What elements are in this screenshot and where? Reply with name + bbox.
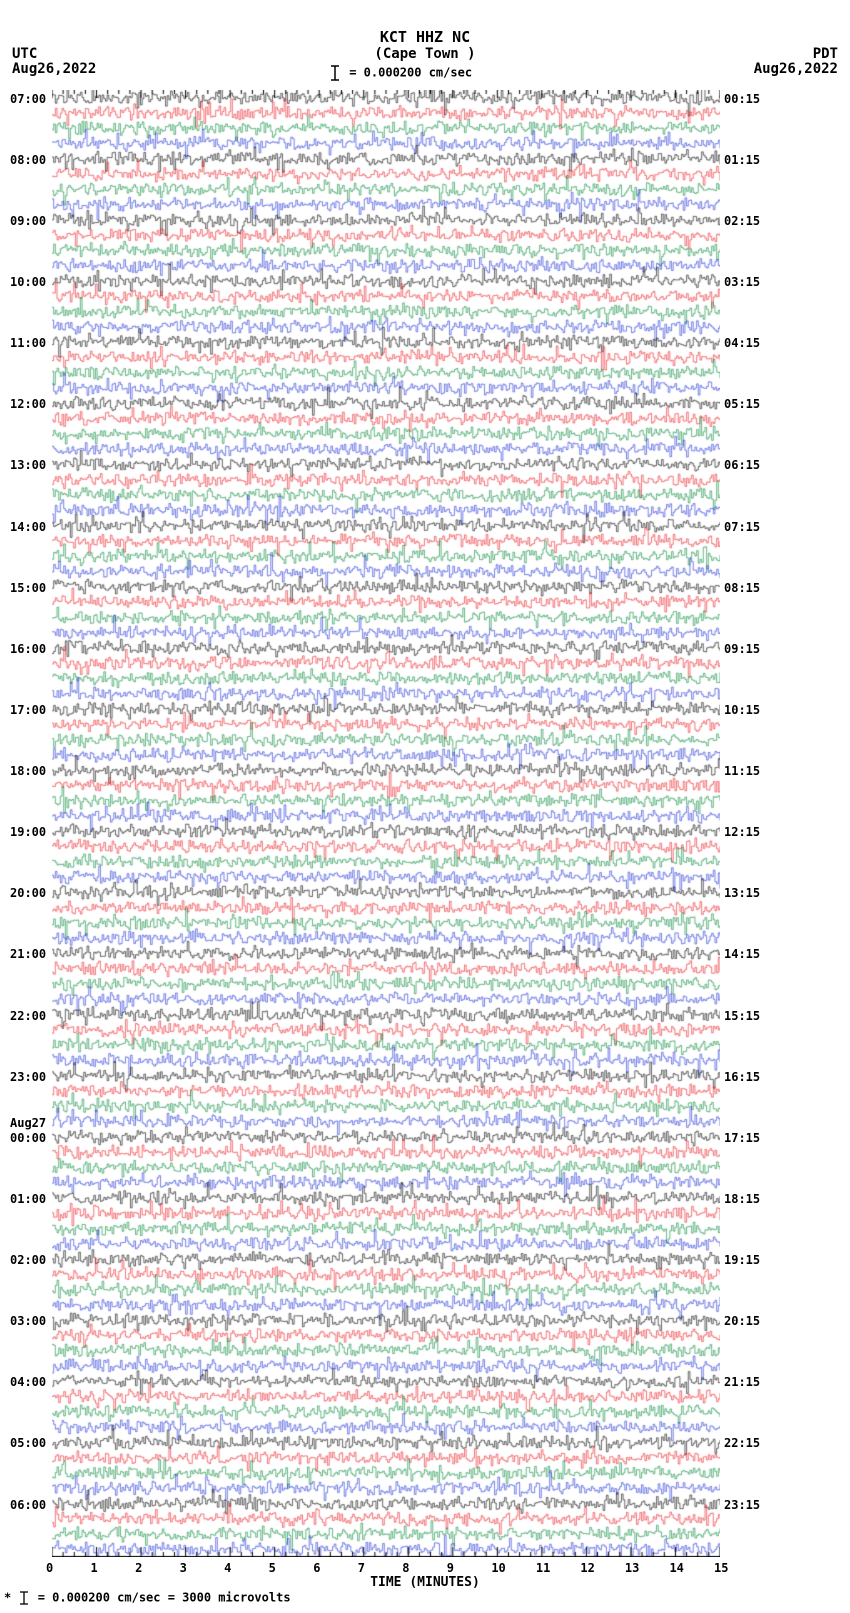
y-right-time: 14:15 bbox=[724, 947, 760, 961]
y-left-time: 10:00 bbox=[10, 275, 46, 289]
station-location: (Cape Town ) bbox=[0, 47, 850, 61]
x-tick: 6 bbox=[313, 1561, 320, 1575]
y-right-time: 19:15 bbox=[724, 1253, 760, 1267]
y-left-time: 23:00 bbox=[10, 1070, 46, 1084]
x-tick: 11 bbox=[536, 1561, 550, 1575]
y-right-time: 03:15 bbox=[724, 275, 760, 289]
x-tick: 2 bbox=[135, 1561, 142, 1575]
y-left-time: 15:00 bbox=[10, 581, 46, 595]
y-right-time: 02:15 bbox=[724, 214, 760, 228]
x-axis-label: TIME (MINUTES) bbox=[0, 1575, 850, 1590]
y-left-time: 00:00 bbox=[10, 1131, 46, 1145]
y-right-time: 17:15 bbox=[724, 1131, 760, 1145]
y-left-time: 13:00 bbox=[10, 458, 46, 472]
tz-left-label: UTC bbox=[12, 47, 37, 61]
y-left-time: 12:00 bbox=[10, 397, 46, 411]
y-left-time: 08:00 bbox=[10, 153, 46, 167]
y-right-time: 15:15 bbox=[724, 1009, 760, 1023]
y-right-time: 01:15 bbox=[724, 153, 760, 167]
x-tick: 0 bbox=[46, 1561, 53, 1575]
footer-scale: * = 0.000200 cm/sec = 3000 microvolts bbox=[4, 1591, 291, 1605]
tz-right-date: Aug26,2022 bbox=[754, 62, 838, 76]
y-right-time: 23:15 bbox=[724, 1498, 760, 1512]
y-right-time: 00:15 bbox=[724, 92, 760, 106]
y-right-time: 06:15 bbox=[724, 458, 760, 472]
footer-text: = 0.000200 cm/sec = 3000 microvolts bbox=[38, 1591, 291, 1605]
scale-bar: = 0.000200 cm/sec bbox=[328, 65, 472, 81]
y-left-time: 22:00 bbox=[10, 1009, 46, 1023]
y-left-time: 09:00 bbox=[10, 214, 46, 228]
y-left-time: 14:00 bbox=[10, 520, 46, 534]
tz-right-label: PDT bbox=[813, 47, 838, 61]
y-right-time: 12:15 bbox=[724, 825, 760, 839]
x-tick: 1 bbox=[91, 1561, 98, 1575]
y-right-time: 11:15 bbox=[724, 764, 760, 778]
x-tick: 12 bbox=[580, 1561, 594, 1575]
y-left-time: 21:00 bbox=[10, 947, 46, 961]
x-tick: 7 bbox=[358, 1561, 365, 1575]
x-tick: 3 bbox=[180, 1561, 187, 1575]
y-right-time: 20:15 bbox=[724, 1314, 760, 1328]
helicorder-plot bbox=[52, 90, 720, 1557]
y-right-time: 18:15 bbox=[724, 1192, 760, 1206]
y-right-time: 08:15 bbox=[724, 581, 760, 595]
y-right-time: 07:15 bbox=[724, 520, 760, 534]
y-left-time: 16:00 bbox=[10, 642, 46, 656]
x-tick: 10 bbox=[491, 1561, 505, 1575]
y-right-time: 16:15 bbox=[724, 1070, 760, 1084]
x-tick: 4 bbox=[224, 1561, 231, 1575]
y-left-time: 06:00 bbox=[10, 1498, 46, 1512]
y-right-time: 13:15 bbox=[724, 886, 760, 900]
tz-left-date: Aug26,2022 bbox=[12, 62, 96, 76]
x-tick: 8 bbox=[402, 1561, 409, 1575]
y-right-time: 21:15 bbox=[724, 1375, 760, 1389]
x-tick: 9 bbox=[447, 1561, 454, 1575]
y-left-time: 03:00 bbox=[10, 1314, 46, 1328]
y-left-time: 07:00 bbox=[10, 92, 46, 106]
y-left-time: 11:00 bbox=[10, 336, 46, 350]
x-tick: 15 bbox=[714, 1561, 728, 1575]
y-right-time: 09:15 bbox=[724, 642, 760, 656]
x-tick: 14 bbox=[669, 1561, 683, 1575]
y-right-time: 05:15 bbox=[724, 397, 760, 411]
y-left-time: 18:00 bbox=[10, 764, 46, 778]
x-tick: 5 bbox=[269, 1561, 276, 1575]
x-tick: 13 bbox=[625, 1561, 639, 1575]
y-right-time: 10:15 bbox=[724, 703, 760, 717]
station-code: KCT HHZ NC bbox=[0, 30, 850, 45]
y-right-time: 22:15 bbox=[724, 1436, 760, 1450]
y-left-time: 01:00 bbox=[10, 1192, 46, 1206]
y-left-time: 17:00 bbox=[10, 703, 46, 717]
y-right-time: 04:15 bbox=[724, 336, 760, 350]
y-left-time: 20:00 bbox=[10, 886, 46, 900]
date-break-label: Aug27 bbox=[10, 1117, 46, 1129]
footer-prefix: * bbox=[4, 1591, 18, 1605]
y-left-time: 19:00 bbox=[10, 825, 46, 839]
y-left-time: 04:00 bbox=[10, 1375, 46, 1389]
scale-bar-label: = 0.000200 cm/sec bbox=[349, 66, 472, 80]
y-left-time: 02:00 bbox=[10, 1253, 46, 1267]
y-left-time: 05:00 bbox=[10, 1436, 46, 1450]
